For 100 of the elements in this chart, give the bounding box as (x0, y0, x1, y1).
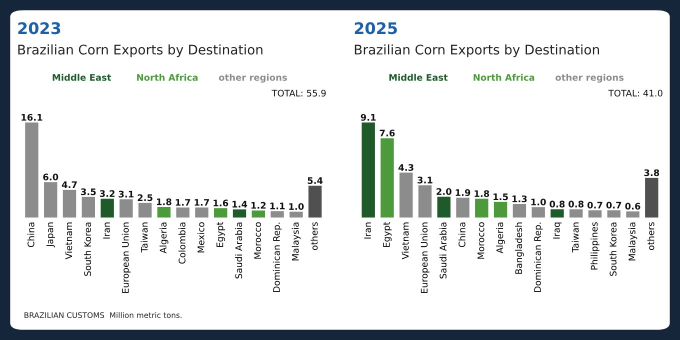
bar (550, 209, 564, 218)
bar (62, 190, 76, 218)
x-tick-label: Morocco (478, 222, 484, 259)
data-label: 1.8 (474, 190, 490, 198)
data-label: 1.7 (176, 199, 190, 206)
data-label: 0.8 (568, 200, 584, 208)
x-tick-label: China (458, 222, 466, 248)
data-label: 2.5 (138, 194, 152, 202)
bar (456, 198, 470, 218)
bar (437, 196, 450, 218)
x-tick-label: Morocco (254, 222, 262, 259)
data-label: 1.6 (214, 200, 228, 206)
bar (400, 172, 413, 218)
bar (120, 199, 133, 218)
data-label: 1.8 (156, 198, 172, 206)
bar (290, 212, 303, 218)
data-label: 1.3 (512, 195, 527, 202)
text: other regions (556, 74, 624, 83)
bar (607, 210, 620, 218)
data-label: 1.9 (456, 189, 470, 196)
text: other regions (218, 74, 287, 83)
data-label: 1.2 (251, 202, 266, 209)
data-label: 0.6 (625, 202, 640, 210)
bar (214, 208, 228, 218)
x-tick-label: Vietnam (65, 222, 72, 260)
x-tick-label: Iran (103, 222, 110, 239)
text: TOTAL: 55.9 (272, 90, 326, 97)
x-tick-label: Philippines (590, 222, 600, 270)
x-tick-label: European Union (420, 222, 430, 293)
x-tick-label: Malaysia (628, 222, 638, 260)
bar (138, 202, 152, 218)
text: TOTAL: 41.0 (608, 90, 662, 97)
data-label: 0.7 (606, 202, 622, 209)
bar (176, 208, 190, 218)
data-label: 4.7 (62, 181, 77, 188)
x-tick-label: Egypt (383, 222, 392, 247)
bar (494, 202, 508, 218)
text: North Africa (137, 74, 198, 81)
x-tick-label: Saudi Arabia (440, 222, 447, 278)
bar (626, 211, 640, 218)
data-label: 1.1 (270, 202, 285, 210)
x-tick-label: Algeria (160, 222, 168, 254)
x-tick-label: Mexico (197, 222, 204, 252)
bar (195, 208, 208, 218)
bar (25, 122, 38, 218)
data-label: 4.3 (398, 164, 414, 171)
data-label: 3.5 (81, 188, 96, 196)
text: Middle East (52, 74, 112, 81)
data-label: 9.1 (360, 114, 376, 121)
x-tick-label: Taiwan (140, 222, 148, 252)
x-tick-label: Malaysia (292, 222, 301, 260)
data-label: 3.1 (418, 176, 432, 184)
bar (475, 198, 488, 218)
bar (512, 204, 526, 218)
data-label: 1.0 (531, 198, 546, 206)
chart-title: 2025 (354, 22, 397, 34)
data-label: 16.1 (22, 114, 42, 121)
x-tick-label: Iraq (553, 222, 562, 239)
bar (645, 178, 658, 218)
bar (157, 206, 171, 218)
x-tick-label: Saudi Arabia (235, 222, 242, 278)
data-label: 1.4 (232, 200, 248, 208)
x-tick-label: Dominican Rep. (534, 222, 543, 292)
x-tick-label: Japan (46, 222, 55, 248)
data-label: 0.7 (587, 202, 602, 209)
bar (252, 210, 266, 218)
bar (308, 186, 322, 218)
data-label: 1.0 (289, 203, 304, 210)
bar (418, 185, 432, 218)
data-label: 1.5 (494, 193, 508, 200)
x-tick-label: China (27, 222, 34, 248)
x-tick-label: European Union (122, 222, 131, 293)
data-label: 1.7 (194, 199, 210, 206)
bar (82, 196, 96, 218)
x-tick-label: others (310, 222, 318, 250)
x-tick-label: Colombia (178, 222, 186, 264)
bar (532, 207, 545, 218)
data-label: 2.0 (436, 188, 452, 195)
data-label: 7.6 (380, 130, 395, 136)
data-label: 5.4 (308, 177, 323, 184)
bar (588, 210, 602, 218)
chart-title: 2023 (18, 22, 60, 34)
chart-subtitle: Brazilian Corn Exports by Destination (354, 44, 599, 58)
bar (232, 209, 246, 218)
x-tick-label: Egypt (216, 222, 225, 247)
bar (44, 182, 58, 218)
bar (362, 122, 375, 218)
data-label: 3.1 (118, 190, 134, 198)
text: North Africa (474, 74, 534, 81)
chart-subtitle: Brazilian Corn Exports by Destination (18, 44, 262, 58)
x-tick-label: Algeria (496, 222, 505, 254)
x-tick-label: Dominican Rep. (272, 222, 282, 292)
bar (270, 211, 284, 218)
x-tick-label: South Korea (84, 222, 92, 276)
bar (100, 198, 114, 218)
data-label: 6.0 (43, 174, 58, 180)
data-label: 3.8 (644, 169, 660, 176)
x-tick-label: Vietnam (402, 222, 409, 260)
text: Middle East (389, 74, 448, 81)
x-tick-label: South Korea (610, 222, 617, 276)
